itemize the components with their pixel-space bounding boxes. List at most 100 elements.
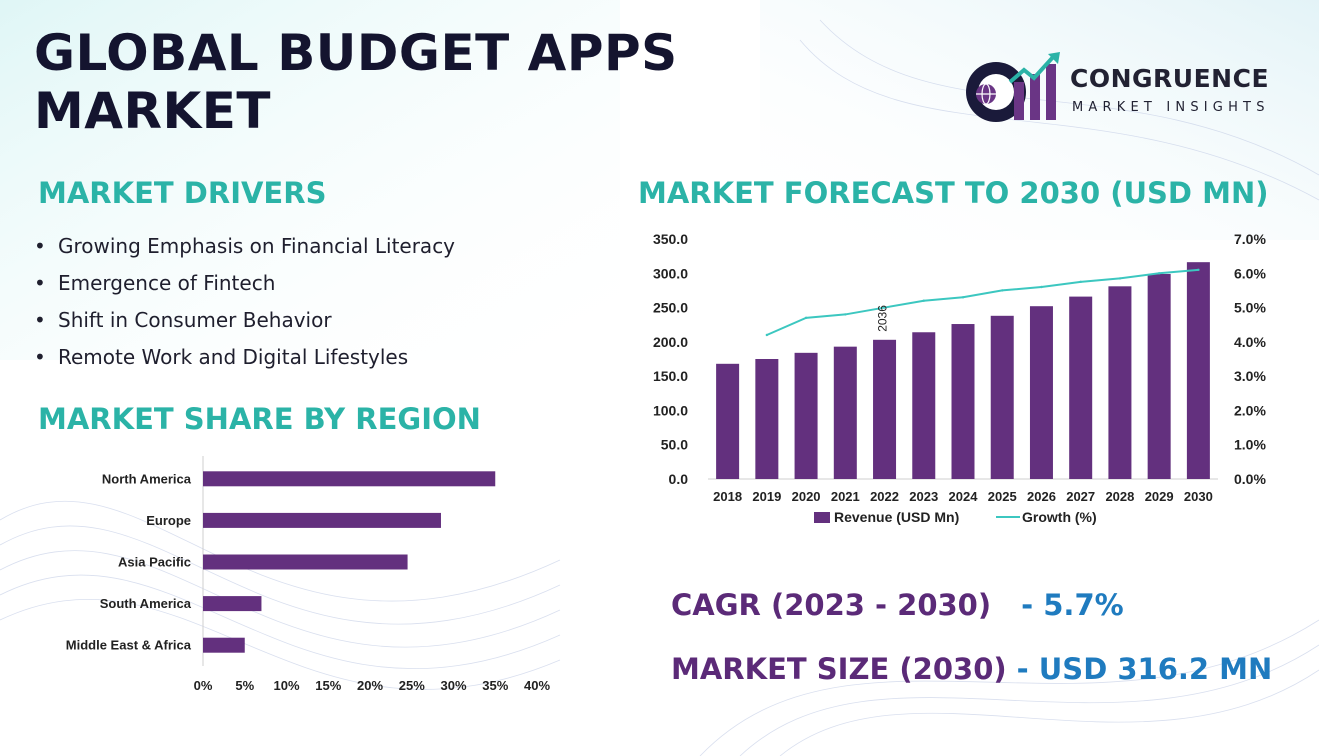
bullet-icon: • (34, 271, 46, 295)
legend-growth-label: Growth (%) (1022, 509, 1097, 525)
region-bar (203, 471, 496, 487)
bullet-icon: • (34, 308, 46, 332)
revenue-bar (1069, 296, 1093, 479)
growth-point (1001, 289, 1004, 292)
x-tick-label: 10% (273, 678, 299, 693)
revenue-bar (794, 352, 818, 479)
x-tick-label: 35% (482, 678, 508, 693)
market-size-stat: MARKET SIZE (2030) - USD 316.2 MN (671, 652, 1272, 686)
revenue-bar (1147, 273, 1171, 479)
right-y-tick-label: 5.0% (1234, 300, 1266, 316)
region-bar (203, 512, 441, 528)
revenue-bar (755, 359, 779, 479)
right-y-tick-label: 2.0% (1234, 402, 1266, 418)
left-y-tick-label: 200.0 (653, 334, 688, 350)
chart-annotation: 2036 (876, 305, 890, 332)
driver-text: Remote Work and Digital Lifestyles (58, 345, 409, 369)
x-tick-label: 40% (524, 678, 550, 693)
right-y-tick-label: 1.0% (1234, 437, 1266, 453)
x-tick-label: 20% (357, 678, 383, 693)
region-label: Europe (146, 513, 191, 528)
growth-point (883, 306, 886, 309)
market-forecast-heading: MARKET FORECAST TO 2030 (USD MN) (638, 176, 1269, 210)
x-tick-label: 0% (194, 678, 213, 693)
revenue-bar (990, 315, 1014, 479)
left-y-tick-label: 300.0 (653, 265, 688, 281)
left-y-tick-label: 100.0 (653, 402, 688, 418)
revenue-bar (912, 332, 936, 479)
growth-point (1197, 268, 1200, 272)
region-bar (203, 554, 408, 570)
region-label: North America (102, 471, 192, 486)
revenue-bar (1029, 306, 1053, 479)
driver-text: Emergence of Fintech (58, 271, 276, 295)
logo-tagline: MARKET INSIGHTS (1072, 100, 1270, 115)
right-y-tick-label: 0.0% (1234, 471, 1266, 487)
x-tick-label: 30% (440, 678, 466, 693)
company-logo: CONGRUENCE MARKET INSIGHTS (962, 52, 1292, 124)
revenue-bar (1108, 286, 1132, 479)
x-tick-label: 2028 (1105, 489, 1134, 504)
market-share-heading: MARKET SHARE BY REGION (38, 402, 481, 436)
forecast-combo-chart: 0.0 50.0 100.0 150.0 200.0 250.0 300.0 350.0 0.0… (653, 231, 1267, 525)
x-tick-label: 2026 (1027, 489, 1056, 504)
cagr-stat: CAGR (2023 - 2030) - 5.7% (671, 588, 1124, 622)
page-title: GLOBAL BUDGET APPS MARKET (34, 24, 678, 140)
market-drivers-list: • Growing Emphasis on Financial Literacy … (34, 230, 455, 378)
region-bar-chart: North America Europe Asia Pacific South Ame… (66, 456, 550, 693)
x-tick-label: 2021 (831, 489, 860, 504)
x-tick-label: 2018 (713, 489, 742, 504)
right-y-tick-label: 6.0% (1234, 265, 1266, 281)
growth-point (1157, 272, 1161, 275)
x-tick-label: 2025 (988, 489, 1017, 504)
list-item: • Remote Work and Digital Lifestyles (34, 341, 455, 378)
cagr-label: CAGR (2023 - 2030) (671, 588, 992, 622)
right-y-tick-label: 4.0% (1234, 334, 1266, 350)
driver-text: Growing Emphasis on Financial Literacy (58, 234, 456, 258)
region-label: South America (100, 596, 192, 611)
driver-text: Shift in Consumer Behavior (58, 308, 332, 332)
revenue-bar (873, 339, 897, 479)
bullet-icon: • (34, 345, 46, 369)
growth-point (765, 333, 769, 337)
region-bar (203, 596, 262, 612)
bullet-icon: • (34, 234, 46, 258)
x-tick-label: 25% (399, 678, 425, 693)
logo-wordmark: CONGRUENCE (1070, 64, 1270, 93)
cagr-value: - 5.7% (1021, 588, 1124, 622)
x-tick-label: 15% (315, 678, 341, 693)
growth-point (922, 299, 925, 302)
growth-point (804, 316, 808, 320)
region-label: Middle East & Africa (66, 638, 192, 653)
revenue-bar (716, 363, 740, 479)
region-label: Asia Pacific (118, 555, 191, 570)
growth-point (1118, 277, 1122, 280)
legend-revenue-swatch (814, 512, 830, 523)
revenue-bar (833, 346, 857, 479)
x-tick-label: 2020 (792, 489, 821, 504)
revenue-bar (1186, 262, 1210, 479)
x-tick-label: 2030 (1184, 489, 1213, 504)
market-size-value: - USD 316.2 MN (1016, 652, 1273, 686)
region-bar (203, 637, 245, 653)
list-item: • Emergence of Fintech (34, 267, 455, 304)
revenue-bar (951, 324, 975, 479)
x-tick-label: 2022 (870, 489, 899, 504)
left-y-tick-label: 250.0 (653, 300, 688, 316)
left-y-tick-label: 0.0 (669, 471, 689, 487)
x-tick-label: 2024 (949, 489, 979, 504)
logo-mark-icon (966, 52, 1060, 122)
x-tick-label: 2027 (1066, 489, 1095, 504)
growth-point (1040, 285, 1043, 289)
x-tick-label: 2023 (909, 489, 938, 504)
left-y-tick-label: 350.0 (653, 231, 688, 247)
growth-point (1079, 280, 1082, 284)
left-y-tick-label: 50.0 (661, 437, 688, 453)
growth-point (844, 313, 847, 316)
x-tick-label: 2029 (1145, 489, 1174, 504)
market-drivers-heading: MARKET DRIVERS (38, 176, 327, 210)
right-y-tick-label: 7.0% (1234, 231, 1266, 247)
legend-revenue-label: Revenue (USD Mn) (834, 509, 959, 525)
x-tick-label: 5% (235, 678, 254, 693)
right-y-tick-label: 3.0% (1234, 368, 1266, 384)
